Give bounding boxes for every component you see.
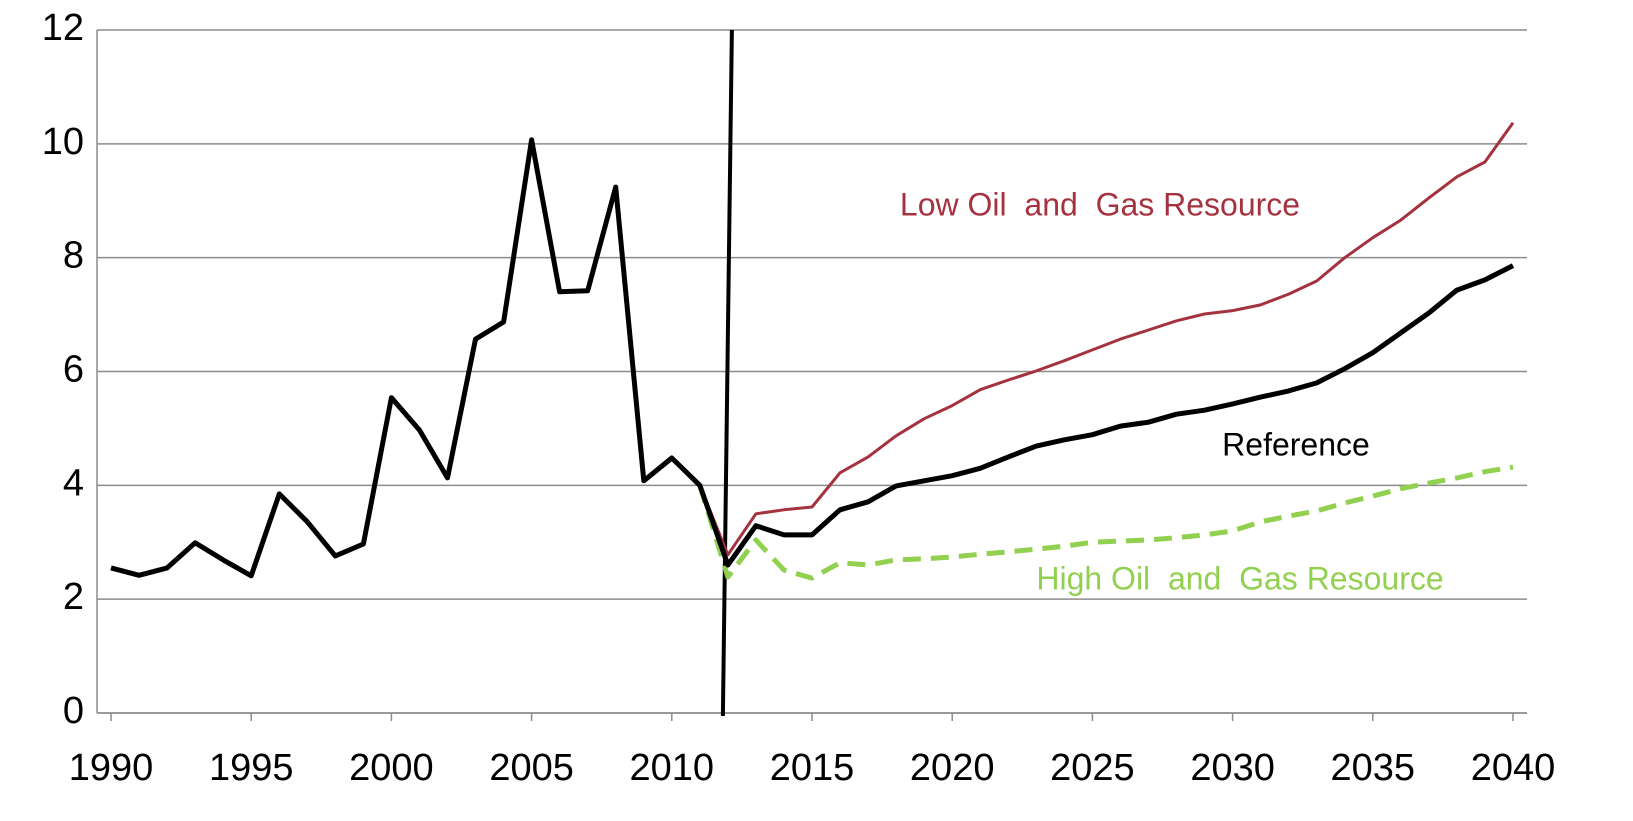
x-tick-label: 1990: [69, 747, 154, 789]
series-line: [110, 137, 1515, 579]
x-tick-label: 2020: [910, 747, 995, 789]
x-tick-label: 2000: [349, 747, 434, 789]
x-tick-label: 1995: [209, 747, 294, 789]
x-tick-label: 2025: [1050, 747, 1135, 789]
x-tick-label: 2010: [630, 747, 715, 789]
series-line: [697, 464, 1514, 581]
series-label: Low Oil and Gas Resource: [900, 186, 1300, 222]
y-tick-label: 0: [63, 690, 84, 732]
x-tick-label: 2035: [1331, 747, 1416, 789]
y-tick-label: 8: [63, 235, 84, 277]
x-tick-label: 2030: [1190, 747, 1275, 789]
series-line: [698, 121, 1515, 557]
y-tick-label: 6: [63, 349, 84, 391]
y-tick-label: 12: [42, 7, 84, 49]
x-tick-label: 2015: [770, 747, 855, 789]
y-tick-label: 2: [63, 576, 84, 618]
series-label: Reference: [1222, 426, 1370, 462]
projection-divider: [720, 29, 734, 717]
y-tick-label: 10: [42, 121, 84, 163]
x-tick-label: 2005: [489, 747, 574, 789]
series-label: High Oil and Gas Resource: [1036, 560, 1443, 596]
x-tick-label: 2040: [1471, 747, 1556, 789]
y-tick-label: 4: [63, 462, 84, 504]
